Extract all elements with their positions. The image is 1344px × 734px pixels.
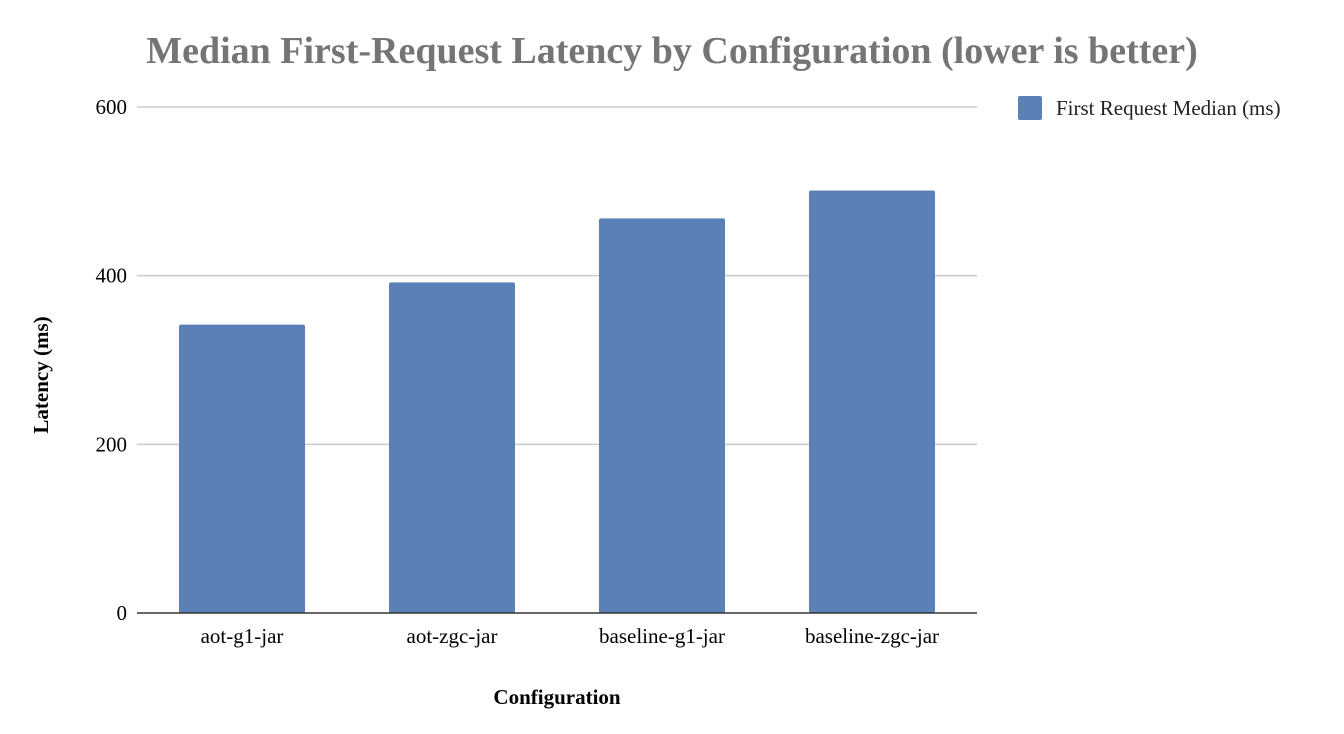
bar-aot-zgc-jar	[389, 282, 515, 613]
chart-title: Median First-Request Latency by Configur…	[146, 30, 1198, 72]
y-tick-label: 600	[96, 95, 128, 119]
bar-baseline-zgc-jar	[809, 190, 935, 614]
x-axis-ticks: aot-g1-jar aot-zgc-jar baseline-g1-jar base…	[201, 624, 939, 648]
x-tick-label: aot-g1-jar	[201, 624, 284, 648]
x-tick-label: aot-zgc-jar	[407, 624, 498, 648]
bar-baseline-g1-jar	[599, 218, 725, 613]
legend-swatch	[1018, 96, 1042, 120]
legend: First Request Median (ms)	[1018, 96, 1281, 120]
y-tick-label: 200	[96, 432, 128, 456]
x-axis-title: Configuration	[493, 685, 621, 709]
y-axis-ticks: 0 200 400 600	[96, 95, 128, 625]
legend-label: First Request Median (ms)	[1056, 96, 1281, 120]
y-tick-label: 400	[96, 264, 128, 288]
bar-aot-g1-jar	[179, 324, 305, 613]
x-tick-label: baseline-g1-jar	[599, 624, 725, 648]
x-tick-label: baseline-zgc-jar	[805, 624, 939, 648]
y-tick-label: 0	[117, 601, 128, 625]
y-axis-title: Latency (ms)	[29, 316, 53, 433]
bars	[179, 190, 935, 614]
